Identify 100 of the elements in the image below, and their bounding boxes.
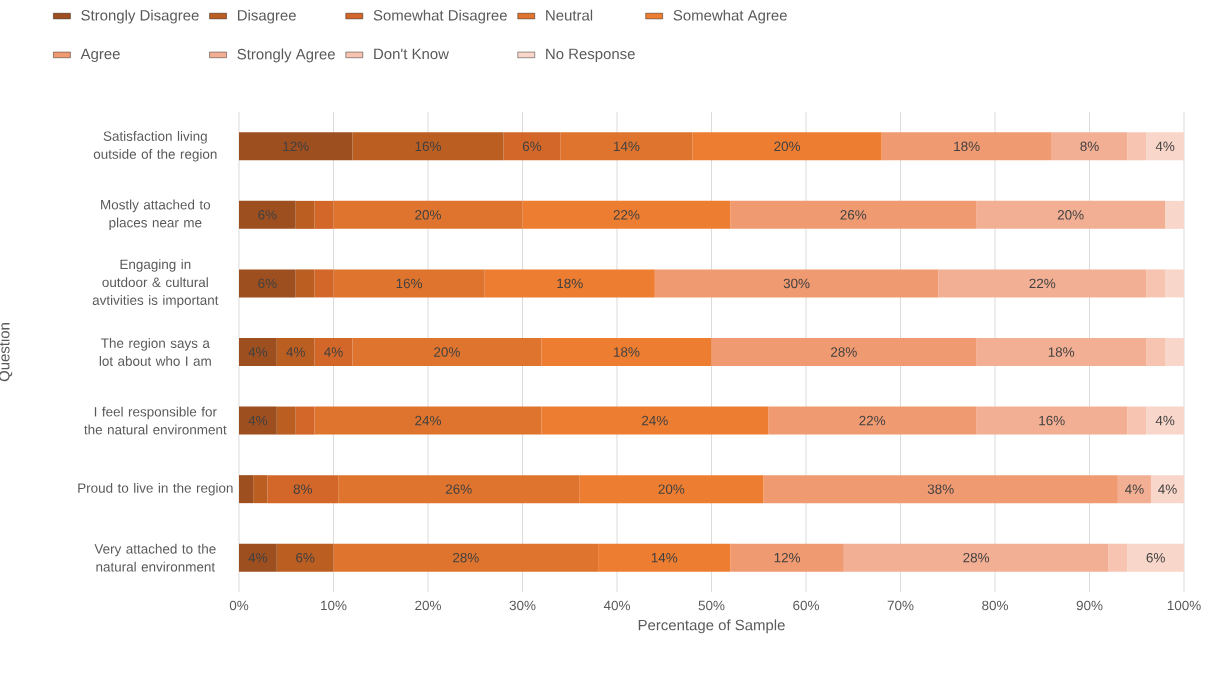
data-label: 6% bbox=[258, 278, 277, 289]
bar bbox=[976, 406, 1128, 435]
bar bbox=[1117, 475, 1151, 504]
bar bbox=[1108, 543, 1128, 572]
bar bbox=[654, 269, 939, 298]
bar bbox=[352, 132, 504, 161]
data-label: 20% bbox=[415, 210, 441, 220]
x-tick-label: 90% bbox=[1076, 600, 1103, 611]
bar bbox=[1127, 132, 1147, 161]
x-tick-label: 40% bbox=[603, 600, 630, 611]
bar bbox=[598, 543, 731, 572]
legend-label: Somewhat Disagree bbox=[373, 9, 507, 24]
data-label: 22% bbox=[613, 210, 640, 220]
legend-label: Agree bbox=[80, 48, 120, 63]
data-label: 14% bbox=[614, 141, 640, 151]
legend-label: Neutral bbox=[546, 9, 593, 21]
y-tick-label: Engaging in outdoor & cultural avtivities is important bbox=[92, 259, 219, 308]
x-tick-label: 20% bbox=[415, 600, 441, 611]
data-label: 12% bbox=[774, 552, 801, 563]
data-label: 24% bbox=[415, 415, 441, 426]
data-label: 6% bbox=[258, 210, 277, 220]
data-label: 6% bbox=[522, 141, 542, 152]
data-label: 20% bbox=[774, 141, 801, 152]
legend-label: Strongly Agree bbox=[237, 48, 335, 63]
bar bbox=[314, 406, 542, 435]
data-label: 4% bbox=[248, 553, 268, 563]
bar bbox=[295, 200, 315, 229]
bar bbox=[560, 132, 693, 161]
bar bbox=[711, 338, 977, 366]
data-label: 20% bbox=[434, 347, 460, 357]
bar bbox=[333, 200, 523, 229]
x-tick-label: 100% bbox=[1167, 600, 1201, 611]
data-label: 26% bbox=[445, 484, 472, 494]
bar bbox=[484, 269, 655, 298]
bar bbox=[314, 269, 334, 298]
bar bbox=[730, 543, 844, 572]
data-label: 4% bbox=[1155, 141, 1175, 151]
data-label: 30% bbox=[783, 278, 810, 289]
data-label: 6% bbox=[1146, 552, 1165, 563]
bar bbox=[276, 406, 296, 435]
y-tick-label: Very attached to the natural environment bbox=[94, 543, 216, 572]
bar bbox=[843, 543, 1109, 572]
data-label: 28% bbox=[963, 552, 990, 563]
data-label: 14% bbox=[651, 553, 678, 563]
y-tick-label: I feel responsible for the natural environment bbox=[84, 406, 227, 435]
data-label: 16% bbox=[415, 141, 441, 152]
bar bbox=[1150, 475, 1185, 504]
bar bbox=[239, 132, 353, 161]
bar bbox=[976, 200, 1166, 229]
bar bbox=[503, 132, 561, 161]
y-tick-label: Satisfaction living outside of the region bbox=[93, 131, 217, 162]
legend-label: No Response bbox=[546, 48, 635, 63]
bar bbox=[239, 269, 296, 298]
bar bbox=[938, 269, 1147, 298]
data-label: 18% bbox=[614, 347, 640, 357]
bar bbox=[1165, 200, 1185, 229]
x-axis-title: Percentage of Sample bbox=[638, 619, 785, 634]
legend-label: Disagree bbox=[237, 9, 296, 24]
data-label: 12% bbox=[283, 141, 309, 152]
data-label: 8% bbox=[293, 484, 313, 494]
y-tick-label: Proud to live in the region bbox=[78, 482, 233, 496]
data-label: 38% bbox=[927, 484, 954, 494]
x-tick-label: 70% bbox=[887, 600, 914, 611]
bar bbox=[579, 475, 764, 504]
bar bbox=[314, 338, 353, 366]
data-label: 6% bbox=[296, 552, 315, 563]
bar bbox=[1051, 132, 1128, 161]
bar bbox=[522, 200, 731, 229]
bar bbox=[239, 200, 296, 229]
bar bbox=[768, 406, 977, 435]
x-tick-label: 30% bbox=[509, 600, 536, 611]
x-tick-label: 10% bbox=[321, 600, 347, 611]
bar bbox=[239, 338, 277, 366]
legend-label: Somewhat Agree bbox=[673, 9, 787, 24]
bar bbox=[1127, 406, 1147, 435]
bar bbox=[730, 200, 977, 229]
bar bbox=[276, 338, 315, 366]
data-label: 26% bbox=[840, 210, 867, 220]
bar bbox=[352, 338, 542, 366]
bar bbox=[239, 406, 277, 435]
data-label: 28% bbox=[831, 347, 857, 357]
legend-label: Don't Know bbox=[374, 48, 449, 60]
bar bbox=[333, 269, 485, 298]
data-label: 20% bbox=[1057, 210, 1084, 220]
bar bbox=[333, 543, 599, 572]
data-label: 22% bbox=[1029, 278, 1056, 289]
bar bbox=[267, 475, 339, 504]
y-tick-label: Mostly attached to places near me bbox=[101, 199, 211, 231]
bar bbox=[276, 543, 334, 572]
y-tick-label: The region says a lot about who I am bbox=[99, 338, 211, 366]
data-label: 18% bbox=[954, 141, 980, 152]
bar bbox=[692, 132, 882, 161]
data-label: 16% bbox=[396, 278, 423, 289]
bar bbox=[763, 475, 1118, 504]
x-tick-label: 50% bbox=[698, 600, 725, 611]
bar bbox=[1146, 269, 1166, 298]
bar bbox=[1165, 338, 1185, 366]
data-label: 20% bbox=[658, 484, 685, 494]
data-label: 28% bbox=[453, 552, 479, 563]
data-label: 16% bbox=[1039, 415, 1065, 426]
